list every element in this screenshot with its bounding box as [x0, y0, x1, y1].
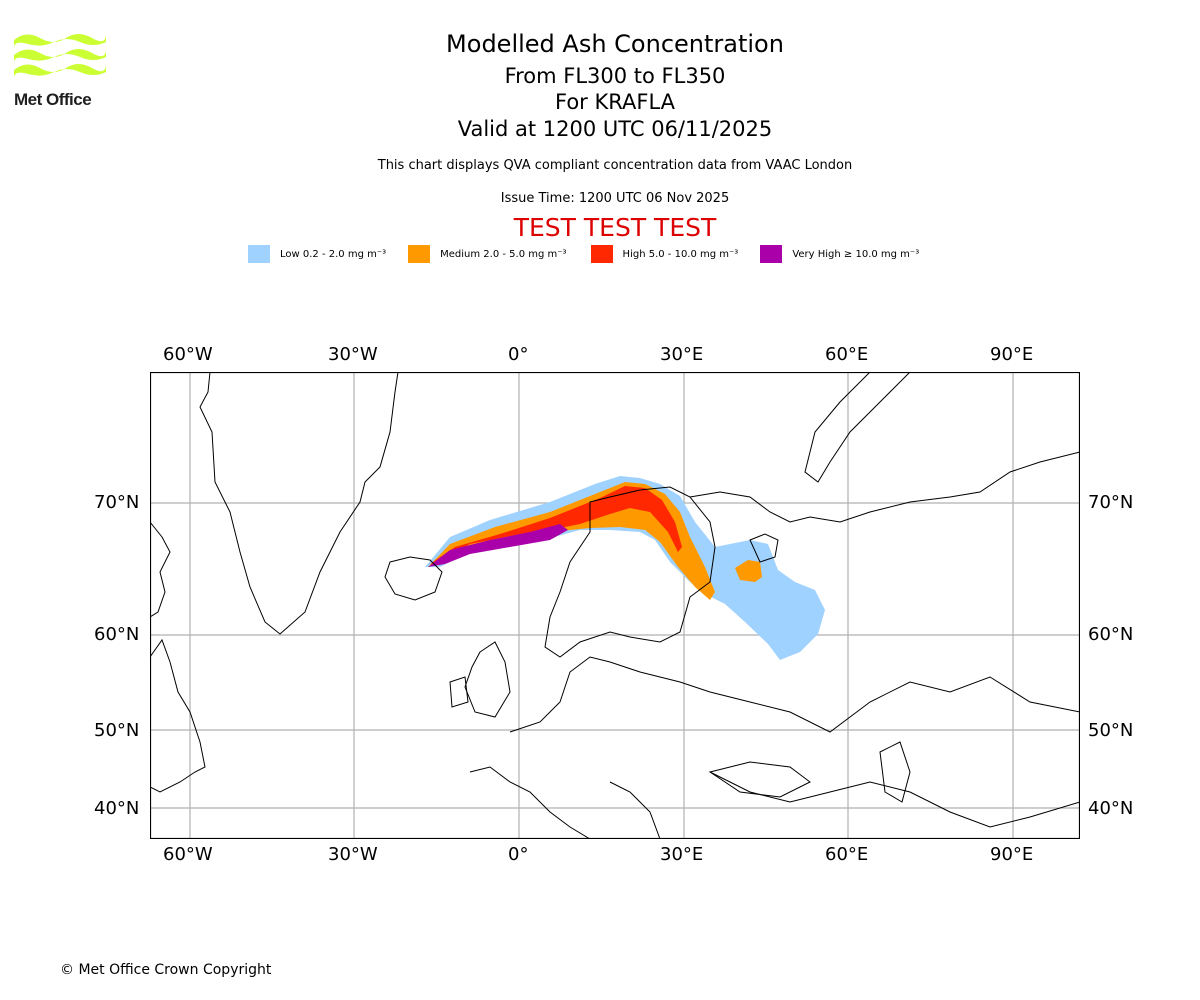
lon-tick-top: 30°W: [328, 344, 378, 365]
ash-plume: [425, 476, 825, 660]
lon-tick-top: 60°E: [825, 344, 869, 365]
low-swatch: [248, 245, 270, 263]
lat-tick-left: 40°N: [94, 798, 140, 819]
lon-tick-bottom: 90°E: [990, 844, 1034, 865]
legend-label: High 5.0 - 10.0 mg m⁻³: [622, 248, 739, 260]
lon-tick-top: 0°: [508, 344, 529, 365]
test-banner: TEST TEST TEST: [513, 213, 717, 242]
lon-tick-bottom: 30°W: [328, 844, 378, 865]
volcano-name: For KRAFLA: [555, 90, 675, 114]
valid-time: Valid at 1200 UTC 06/11/2025: [457, 117, 773, 141]
lat-tick-left: 70°N: [94, 492, 140, 513]
lat-tick-right: 50°N: [1088, 720, 1134, 741]
very-high-swatch: [760, 245, 783, 263]
lon-tick-bottom: 60°W: [163, 844, 213, 865]
lon-tick-top: 30°E: [660, 344, 704, 365]
legend-item-low: Low 0.2 - 2.0 mg m⁻³: [248, 245, 386, 263]
wave-logo-icon: [14, 34, 106, 78]
legend-label: Very High ≥ 10.0 mg m⁻³: [792, 248, 920, 260]
medium-swatch: [408, 245, 431, 263]
legend-item-medium: Medium 2.0 - 5.0 mg m⁻³: [408, 245, 567, 263]
ash-map[interactable]: [149, 371, 1081, 840]
legend-item-high: High 5.0 - 10.0 mg m⁻³: [590, 245, 739, 263]
lat-tick-left: 50°N: [94, 720, 140, 741]
issue-time: Issue Time: 1200 UTC 06 Nov 2025: [500, 191, 730, 206]
lon-tick-top: 90°E: [990, 344, 1034, 365]
legend-label: Low 0.2 - 2.0 mg m⁻³: [280, 248, 387, 260]
flight-levels: From FL300 to FL350: [504, 64, 726, 88]
lon-tick-bottom: 60°E: [825, 844, 869, 865]
legend-label: Medium 2.0 - 5.0 mg m⁻³: [440, 248, 567, 260]
legend: Low 0.2 - 2.0 mg m⁻³ Medium 2.0 - 5.0 mg…: [248, 244, 941, 264]
chart-title: Modelled Ash Concentration: [446, 30, 784, 58]
high-swatch: [590, 245, 613, 263]
lat-tick-left: 60°N: [94, 624, 140, 645]
copyright: © Met Office Crown Copyright: [60, 962, 272, 978]
lat-tick-right: 40°N: [1088, 798, 1134, 819]
coastlines: [149, 371, 1081, 840]
lat-tick-right: 70°N: [1088, 492, 1134, 513]
lon-tick-top: 60°W: [163, 344, 213, 365]
description: This chart displays QVA compliant concen…: [377, 158, 853, 173]
lat-tick-right: 60°N: [1088, 624, 1134, 645]
legend-item-very-high: Very High ≥ 10.0 mg m⁻³: [760, 245, 919, 263]
lon-tick-bottom: 0°: [508, 844, 529, 865]
map-canvas: [149, 371, 1081, 840]
met-office-logo: Met Office: [14, 30, 109, 112]
logo-text: Met Office: [14, 90, 92, 109]
lon-tick-bottom: 30°E: [660, 844, 704, 865]
